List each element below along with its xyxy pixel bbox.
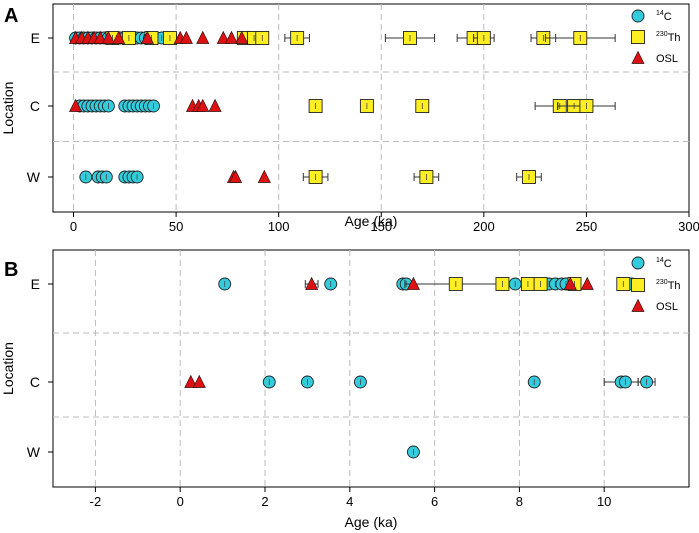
series-230th (105, 31, 616, 184)
y-axis-title: Location (0, 342, 16, 395)
data-point-osl (224, 30, 239, 44)
data-point-osl (257, 169, 271, 183)
legend-label-230th: 230Th (656, 279, 681, 292)
x-tick-label: 0 (70, 219, 77, 234)
chart-panel-b: -2 0 2 4 6 8 10 E C W Age (ka) Location B 14C 230Th OSL (0, 249, 690, 530)
data-point-osl (305, 276, 319, 290)
data-point-osl (406, 276, 420, 290)
legend-marker-14c (631, 9, 645, 23)
x-tick-label: 4 (346, 494, 353, 509)
x-tick-label: 10 (597, 494, 611, 509)
data-point-osl (563, 276, 577, 290)
x-tick-label: 2 (261, 494, 268, 509)
legend-marker-230th (631, 278, 645, 292)
data-point-osl (184, 374, 198, 388)
series-osl (184, 276, 594, 388)
y-tick-label-w: W (27, 444, 41, 460)
legend-label-osl: OSL (656, 53, 678, 65)
data-point-osl (112, 30, 126, 44)
panel-label: A (4, 5, 18, 27)
legend-marker-14c (631, 256, 645, 270)
data-point-osl (192, 374, 206, 388)
x-axis-title: Age (ka) (345, 213, 398, 229)
plot-frame (52, 249, 690, 488)
y-tick-label-w: W (27, 169, 41, 185)
y-tick-label-c: C (30, 374, 40, 390)
x-tick-label: 100 (268, 219, 290, 234)
chart-panel-a: 0 50 100 150 200 250 300 E C W Age (ka) Location A 14… (0, 3, 699, 234)
panel-label: B (4, 259, 18, 281)
x-tick-label: 0 (177, 494, 184, 509)
legend: 14C 230Th OSL (631, 256, 681, 313)
x-tick-label: -2 (90, 494, 102, 509)
y-tick-label-c: C (30, 98, 40, 114)
x-tick-label: 8 (516, 494, 523, 509)
data-point-osl (101, 30, 115, 44)
legend: 14C 230Th OSL (631, 9, 681, 65)
legend-label-14c: 14C (656, 257, 672, 270)
x-tick-label: 6 (431, 494, 438, 509)
legend-label-14c: 14C (656, 10, 672, 23)
x-tick-label: 200 (473, 219, 495, 234)
data-point-osl (235, 30, 249, 44)
data-point-osl (196, 30, 210, 44)
data-point-osl (69, 98, 83, 112)
data-point-osl (216, 30, 230, 44)
legend-label-osl: OSL (656, 301, 678, 313)
y-axis-title: Location (0, 82, 16, 135)
data-point-osl (179, 30, 193, 44)
data-point-osl (229, 169, 243, 183)
data-point-osl (140, 30, 154, 44)
series-osl (69, 30, 271, 183)
x-axis-title: Age (ka) (345, 514, 398, 530)
legend-marker-230th (631, 30, 645, 44)
x-tick-label: 250 (576, 219, 598, 234)
y-tick-label-e: E (31, 276, 40, 292)
x-tick-label: 300 (678, 219, 699, 234)
legend-marker-osl (631, 50, 645, 64)
data-point-osl (208, 98, 222, 112)
data-point-osl (580, 276, 594, 290)
y-tick-label-e: E (31, 30, 40, 46)
x-tick-label: 150 (370, 219, 392, 234)
data-point-osl (93, 30, 107, 44)
legend-marker-osl (631, 298, 645, 312)
legend-label-230th: 230Th (656, 31, 681, 44)
x-tick-label: 50 (169, 219, 183, 234)
data-point-osl (196, 98, 210, 112)
